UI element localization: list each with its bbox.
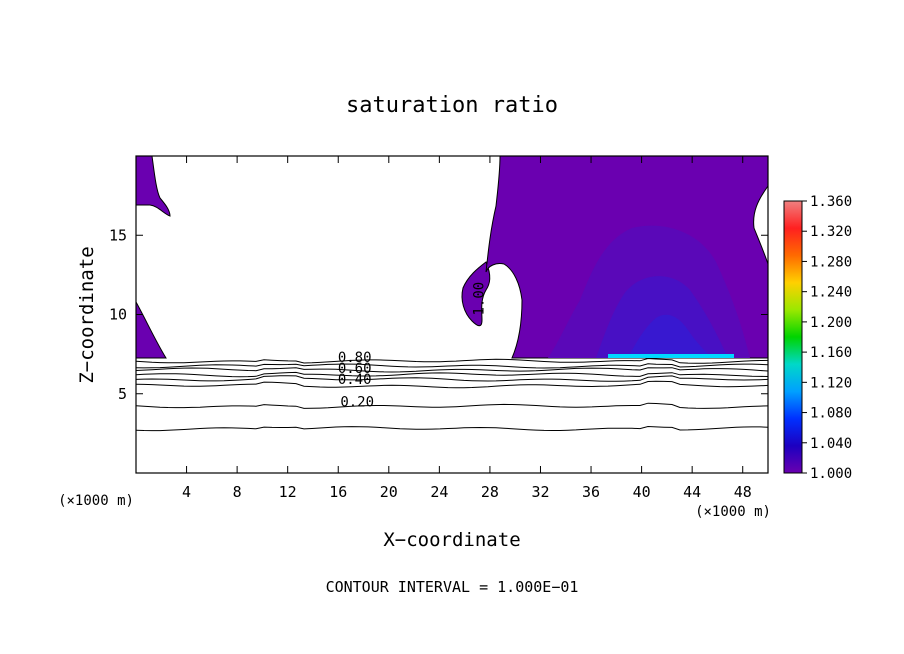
colorbar-label: 1.320 (810, 224, 852, 240)
region-level-3 (628, 314, 712, 358)
colorbar-label: 1.200 (810, 315, 852, 331)
x-unit-left: (×1000 m) (58, 493, 134, 509)
contour-line (136, 380, 768, 389)
colorbar-label: 1.360 (810, 194, 852, 210)
contour-label: 0.40 (338, 372, 372, 388)
colorbar-label: 1.000 (810, 466, 852, 482)
colorbar-scale (783, 200, 803, 474)
colorbar-label: 1.160 (810, 345, 852, 361)
contour-line (136, 367, 768, 373)
region-center-blob (461, 261, 491, 327)
contour-line (136, 402, 768, 409)
region-left-bottom (136, 300, 167, 359)
contour-line (136, 375, 768, 382)
contour-label: 0.20 (340, 394, 374, 410)
x-tick-label: 24 (430, 483, 448, 501)
contour-label: 0.80 (338, 350, 372, 366)
contour-line (136, 357, 768, 364)
x-axis-label: X−coordinate (383, 529, 520, 551)
contour-line (136, 363, 768, 369)
contour-label: 0.60 (338, 361, 372, 377)
x-tick-label: 32 (531, 483, 549, 501)
x-tick-label: 8 (233, 483, 242, 501)
y-tick-label: 15 (109, 226, 127, 244)
x-tick-label: 12 (279, 483, 297, 501)
contour-label: 1.00 (472, 282, 488, 316)
contour-label-layer: 0.800.600.40 0.20 1.00 (338, 282, 488, 411)
region-left-top (136, 156, 171, 217)
contour-line (136, 425, 768, 432)
colorbar-label: 1.080 (810, 406, 852, 422)
colorbar-label: 1.120 (810, 375, 852, 391)
chart-title: saturation ratio (346, 93, 558, 118)
contour-lines (136, 357, 768, 432)
y-axis-label: Z−coordinate (76, 246, 98, 383)
y-tick-label: 5 (118, 385, 127, 403)
x-tick-label: 16 (329, 483, 347, 501)
x-tick-label: 28 (481, 483, 499, 501)
x-tick-label: 40 (633, 483, 651, 501)
x-tick-label: 44 (683, 483, 701, 501)
x-tick-label: 48 (734, 483, 752, 501)
x-axis: 4 8 12 16 20 24 28 32 36 40 44 48 (182, 156, 752, 501)
y-axis: 5 10 15 (109, 226, 768, 403)
contour-interval-note: CONTOUR INTERVAL = 1.000E−01 (326, 578, 579, 596)
colorbar: 1.360 1.320 1.280 1.240 1.200 1.160 1.120 1.080… (783, 194, 852, 482)
contour-line (136, 371, 768, 378)
x-tick-label: 36 (582, 483, 600, 501)
colorbar-label: 1.240 (810, 285, 852, 301)
y-tick-label: 10 (109, 306, 127, 324)
x-unit-right: (×1000 m) (695, 504, 771, 520)
colorbar-label: 1.040 (810, 436, 852, 452)
x-tick-label: 4 (182, 483, 191, 501)
colorbar-label: 1.280 (810, 254, 852, 270)
x-tick-label: 20 (380, 483, 398, 501)
plot-area (136, 156, 768, 473)
